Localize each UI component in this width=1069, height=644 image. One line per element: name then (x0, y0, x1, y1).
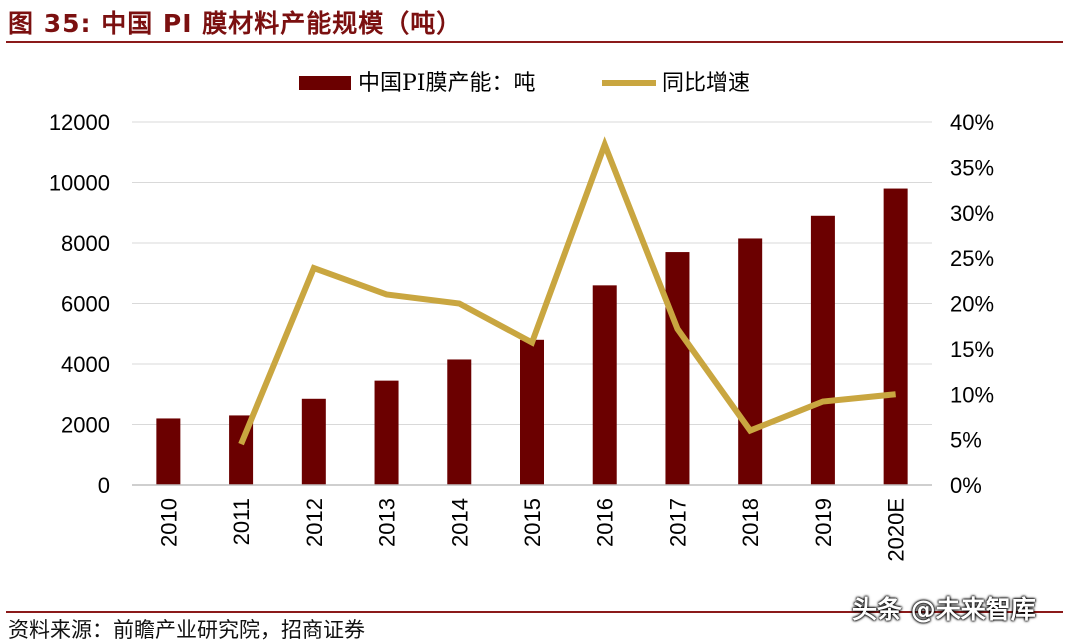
x-tick-label: 2015 (520, 498, 545, 547)
bar-series (156, 188, 908, 486)
bar (301, 398, 326, 485)
chart: 0 2000 4000 6000 8000 10000 12000 0% 5% 10% 15% 20%… (49, 71, 994, 562)
header-divider (6, 41, 1063, 43)
bar (156, 418, 181, 485)
legend-line-label: 同比增速 (662, 71, 750, 96)
bar (447, 359, 472, 485)
axes: 0 2000 4000 6000 8000 10000 12000 0% 5% 10% 15% 20%… (49, 110, 994, 562)
y-right-tick-label: 20% (950, 292, 994, 317)
y-right-tick-label: 25% (950, 246, 994, 271)
bar (665, 252, 690, 485)
x-tick-label: 2019 (811, 498, 836, 547)
y-right-tick-label: 10% (950, 382, 994, 407)
footer-divider (6, 611, 1063, 613)
bar (592, 285, 617, 485)
y-left-tick-label: 2000 (61, 413, 110, 438)
growth-line (238, 136, 896, 446)
y-left-tick-label: 8000 (61, 231, 110, 256)
y-left-tick-label: 4000 (61, 352, 110, 377)
bar (374, 380, 399, 485)
y-right-tick-label: 40% (950, 110, 994, 135)
y-left-tick-label: 0 (98, 473, 110, 498)
x-tick-label: 2018 (738, 498, 763, 547)
bar (738, 238, 763, 485)
x-tick-label: 2017 (665, 498, 690, 547)
y-right-tick-label: 30% (950, 201, 994, 226)
bar (883, 188, 908, 486)
x-tick-label: 2012 (302, 498, 327, 547)
bar (520, 339, 544, 485)
x-tick-label: 2010 (156, 498, 181, 547)
source-note: 资料来源：前瞻产业研究院，招商证券 (8, 618, 365, 642)
x-tick-label: 2014 (447, 498, 472, 547)
watermark: 头条 @未来智库 (852, 595, 1036, 624)
x-tick-label: 2020E (884, 498, 909, 562)
y-right-tick-label: 0% (950, 473, 982, 498)
x-tick-label: 2011 (229, 498, 254, 545)
y-left-tick-label: 10000 (49, 171, 110, 196)
page-title: 图 35: 中国 PI 膜材料产能规模（吨） (8, 9, 463, 38)
x-tick-label: 2016 (593, 498, 618, 547)
y-left-tick-label: 6000 (61, 292, 110, 317)
x-tick-label: 2013 (375, 498, 400, 547)
bar (810, 215, 835, 485)
legend-bar-label: 中国PI膜产能：吨 (358, 71, 536, 96)
y-right-tick-label: 35% (950, 155, 994, 180)
growth-line-series (238, 136, 896, 446)
legend: 中国PI膜产能：吨 同比增速 (299, 71, 750, 96)
y-right-tick-label: 5% (950, 428, 982, 453)
y-right-tick-label: 15% (950, 337, 994, 362)
legend-bar-swatch (299, 76, 351, 90)
y-left-tick-label: 12000 (49, 110, 110, 135)
